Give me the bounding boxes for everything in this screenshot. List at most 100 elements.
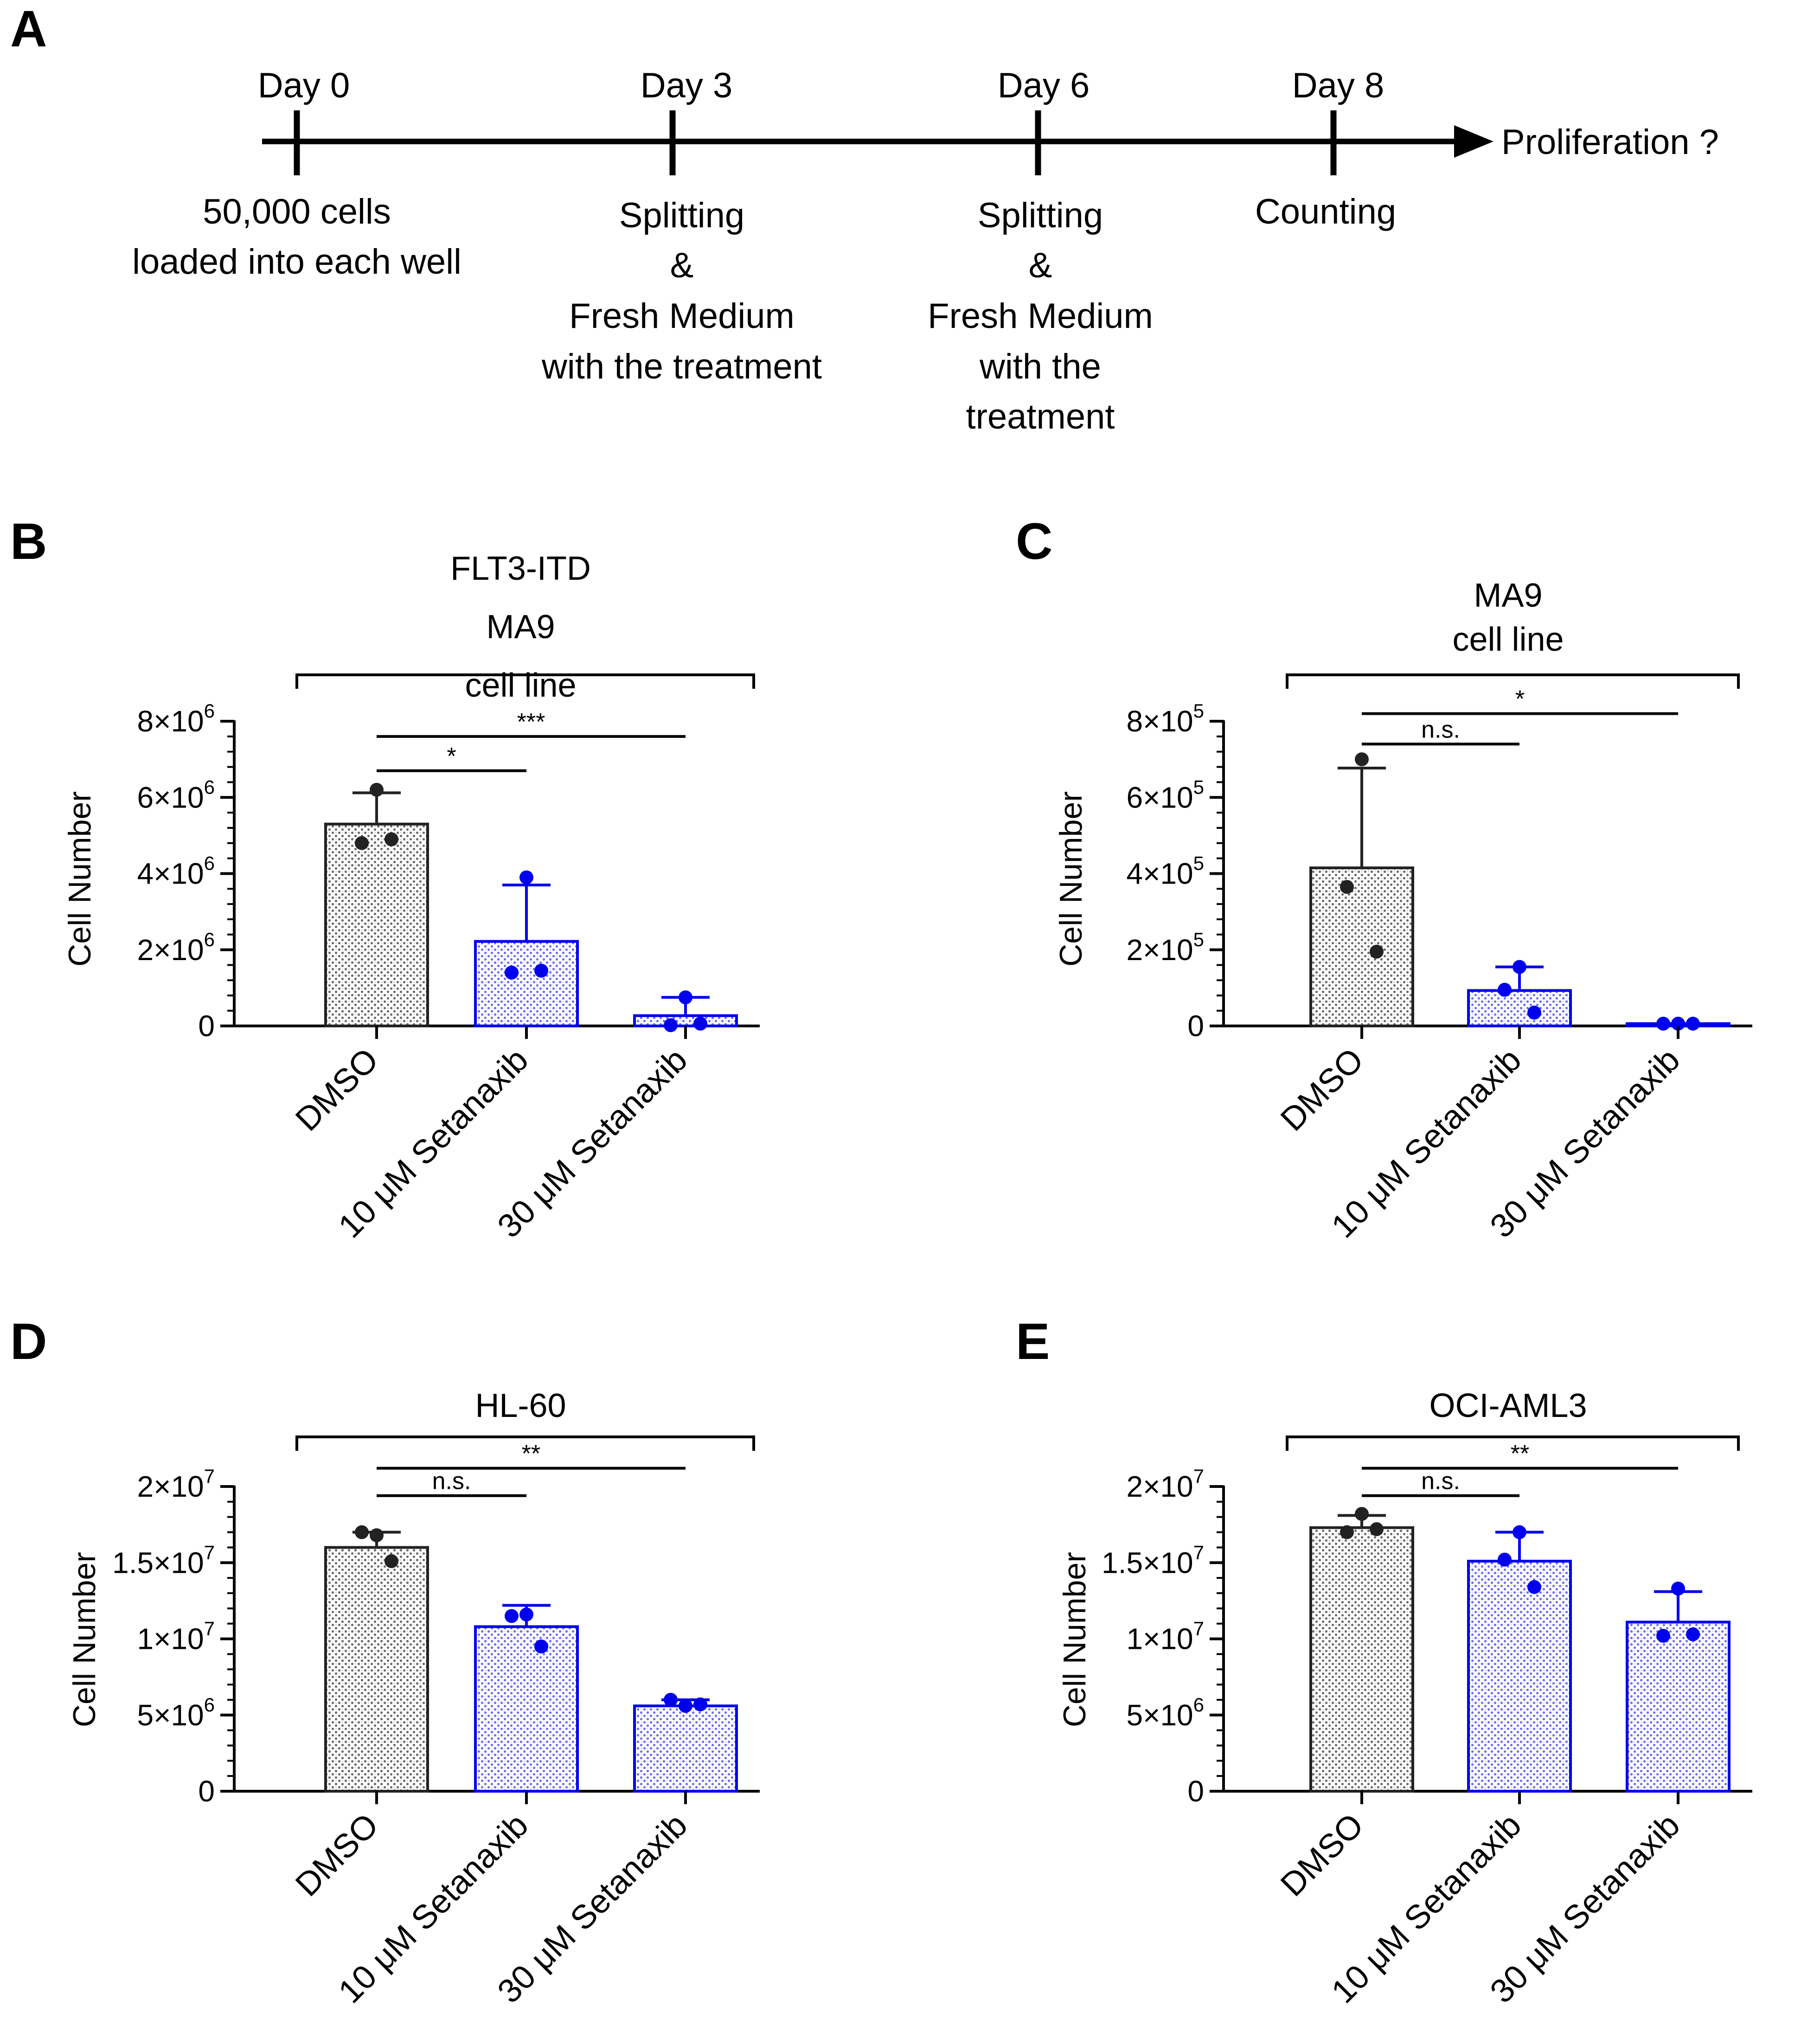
- y-tick-label: 6×105: [1126, 776, 1204, 814]
- timeline-end-label: Proliferation ?: [1501, 122, 1719, 162]
- y-tick-label: 2×106: [137, 929, 215, 967]
- data-point: [370, 782, 384, 797]
- y-tick-label: 2×105: [1126, 929, 1204, 967]
- y-tick-exponent: 5: [1193, 776, 1204, 798]
- y-tick-label: 1.5×107: [112, 1541, 215, 1579]
- y-tick-exponent: 6: [204, 852, 215, 874]
- y-tick-exponent: 7: [204, 1465, 215, 1487]
- day-note: &: [670, 246, 694, 285]
- y-tick-exponent: 6: [204, 1694, 215, 1716]
- bar: [324, 1546, 429, 1793]
- y-tick-label: 4×105: [1126, 852, 1204, 891]
- bar: [1309, 1526, 1414, 1793]
- y-tick-label: 1.5×107: [1102, 1541, 1204, 1579]
- data-point: [385, 1554, 398, 1568]
- y-tick-mantissa: 2×10: [137, 933, 204, 967]
- bar: [474, 940, 579, 1027]
- y-tick-exponent: 7: [204, 1618, 215, 1640]
- day-label: Day 8: [1292, 66, 1385, 105]
- day-note: Splitting: [978, 196, 1103, 235]
- day-label: Day 6: [998, 66, 1090, 105]
- data-point: [1498, 982, 1512, 997]
- data-point: [519, 1607, 533, 1621]
- y-tick-mantissa: 0: [198, 1009, 215, 1043]
- y-tick-mantissa: 8×10: [1126, 705, 1193, 738]
- data-point: [1527, 1580, 1541, 1594]
- data-point: [1355, 752, 1369, 767]
- y-tick-exponent: 6: [204, 929, 215, 950]
- y-tick-mantissa: 1.5×10: [1102, 1546, 1193, 1579]
- chart-title-line: cell line: [1452, 621, 1564, 658]
- data-point: [505, 966, 519, 980]
- chart-title-line: MA9: [486, 609, 555, 646]
- y-tick-label: 4×106: [137, 852, 215, 891]
- x-category-label: DMSO: [288, 1041, 385, 1138]
- day-note: Fresh Medium: [928, 296, 1153, 336]
- day-note: &: [1029, 246, 1052, 285]
- significance-label: *: [1515, 686, 1525, 713]
- y-tick-label: 5×106: [137, 1694, 215, 1732]
- y-axis-label: Cell Number: [67, 1552, 102, 1727]
- significance-label: **: [1511, 1441, 1529, 1467]
- y-tick-mantissa: 0: [1187, 1009, 1204, 1043]
- significance-label: n.s.: [432, 1468, 471, 1495]
- chart-title-line: FLT3-ITD: [450, 550, 591, 587]
- y-tick-exponent: 7: [204, 1541, 215, 1563]
- data-point: [519, 870, 533, 884]
- y-tick-label: 2×107: [1126, 1465, 1204, 1503]
- y-tick-exponent: 6: [204, 776, 215, 798]
- data-point: [1370, 1522, 1384, 1536]
- data-point: [1513, 960, 1526, 974]
- x-category-label: DMSO: [1274, 1041, 1371, 1138]
- data-point: [1671, 1017, 1685, 1031]
- y-tick-exponent: 7: [1193, 1465, 1204, 1487]
- timeline-arrowhead: [1454, 125, 1494, 158]
- data-point: [1340, 880, 1354, 894]
- overall-bracket: [295, 1435, 755, 1451]
- y-axis-label: Cell Number: [1057, 1552, 1092, 1727]
- y-tick-label: 1×107: [137, 1618, 215, 1656]
- timeline-day: Day 6 Splitting & Fresh Medium with the …: [928, 66, 1153, 436]
- y-tick-exponent: 6: [204, 700, 215, 722]
- chart-title-line: MA9: [1474, 577, 1542, 614]
- bar: [1467, 989, 1572, 1028]
- y-tick-label: 6×106: [137, 776, 215, 814]
- panel-letter: C: [1016, 513, 1052, 570]
- y-tick-mantissa: 4×10: [137, 857, 204, 891]
- significance-label: n.s.: [1421, 716, 1460, 743]
- overall-bracket: [1286, 673, 1740, 689]
- y-tick-mantissa: 2×10: [137, 1470, 204, 1503]
- data-point: [1355, 1507, 1369, 1521]
- y-tick-exponent: 7: [1193, 1541, 1204, 1563]
- y-tick-label: 8×105: [1126, 700, 1204, 738]
- data-point: [1498, 1552, 1512, 1567]
- y-tick-mantissa: 0: [198, 1775, 215, 1808]
- y-tick-mantissa: 4×10: [1126, 857, 1193, 891]
- y-tick-mantissa: 5×10: [1126, 1698, 1193, 1732]
- y-tick-mantissa: 0: [1187, 1775, 1204, 1808]
- y-tick-mantissa: 1×10: [137, 1622, 204, 1656]
- data-point: [370, 1528, 384, 1543]
- y-tick-label: 0: [1187, 1775, 1204, 1808]
- data-point: [1686, 1627, 1700, 1641]
- overall-bracket: [295, 673, 755, 689]
- data-point: [1671, 1582, 1685, 1596]
- y-tick-label: 2×107: [137, 1465, 215, 1503]
- day-note: Counting: [1255, 192, 1396, 231]
- data-point: [1340, 1525, 1354, 1539]
- panel-letter: B: [10, 513, 47, 570]
- day-note: Fresh Medium: [569, 296, 795, 336]
- y-tick-label: 0: [198, 1009, 215, 1043]
- y-tick-label: 5×106: [1126, 1694, 1204, 1732]
- y-tick-exponent: 5: [1193, 852, 1204, 874]
- data-point: [693, 1017, 707, 1031]
- panel-letter: E: [1016, 1313, 1050, 1370]
- chart-title-line: HL-60: [475, 1387, 566, 1424]
- chart-title-line: OCI-AML3: [1429, 1387, 1587, 1424]
- day-note: loaded into each well: [132, 242, 462, 282]
- data-point: [664, 1018, 678, 1032]
- day-label: Day 3: [641, 66, 733, 105]
- data-point: [693, 1697, 707, 1711]
